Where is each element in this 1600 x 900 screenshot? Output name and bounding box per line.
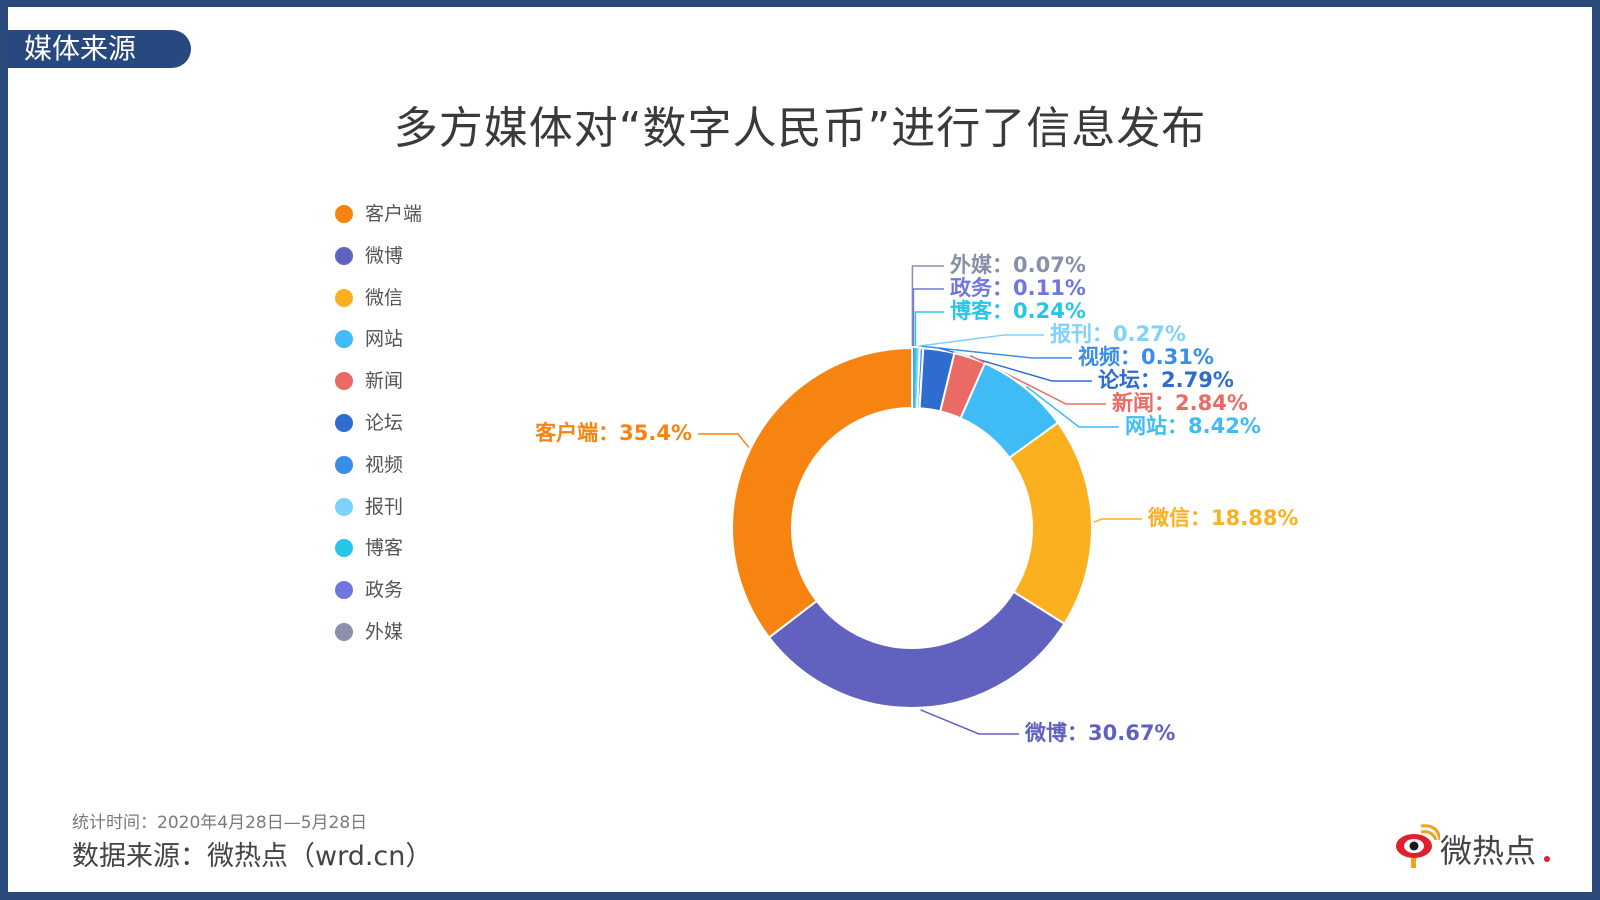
legend-swatch	[335, 497, 353, 516]
stat-time-note: 统计时间：2020年4月28日—5月28日	[72, 813, 368, 833]
leader-line-微博	[920, 709, 1019, 735]
leader-line-微信	[1093, 518, 1142, 523]
chart-title: 多方媒体对“数字人民币”进行了信息发布	[393, 103, 1207, 154]
legend-label: 论坛	[365, 412, 404, 434]
leader-line-报刊	[918, 334, 1044, 347]
leader-line-博客	[914, 311, 944, 347]
data-label-政务: 政务：0.11%	[950, 276, 1086, 300]
data-label-微信: 微信：18.88%	[1147, 506, 1298, 530]
slice-微信[interactable]	[1007, 421, 1093, 626]
legend-label: 客户端	[365, 203, 423, 225]
data-label-视频: 视频：0.31%	[1078, 345, 1214, 369]
slice-微博[interactable]	[767, 590, 1066, 709]
data-label-博客: 博客：0.24%	[950, 299, 1086, 323]
data-label-报刊: 报刊：0.27%	[1050, 322, 1186, 346]
legend-swatch	[335, 414, 353, 432]
legend-swatch	[335, 581, 353, 600]
logo-dot	[1544, 856, 1550, 862]
data-label-论坛: 论坛：2.79%	[1098, 368, 1234, 392]
legend-swatch	[335, 539, 353, 558]
legend-swatch	[335, 330, 353, 349]
legend-label: 微信	[365, 286, 404, 309]
legend-label: 新闻	[365, 370, 404, 393]
legend-swatch	[335, 455, 353, 474]
data-source-note: 数据来源：微热点（wrd.cn）	[72, 841, 433, 872]
data-label-网站: 网站：8.42%	[1125, 414, 1261, 438]
section-tag-label: 媒体来源	[24, 32, 137, 65]
leader-line-政务	[912, 288, 944, 347]
eye-logo-icon	[1396, 824, 1442, 868]
slice-客户端[interactable]	[731, 346, 913, 639]
legend-swatch	[335, 246, 353, 265]
legend-swatch	[335, 288, 353, 307]
legend-label: 外媒	[365, 621, 404, 643]
leader-line-网站	[1026, 386, 1119, 428]
leader-line-外媒	[911, 265, 944, 347]
data-label-微博: 微博：30.67%	[1024, 721, 1175, 745]
leader-line-客户端	[698, 433, 750, 448]
weirediandian-logo: 微热点	[1394, 822, 1564, 870]
legend-label: 报刊	[365, 495, 404, 518]
legend-swatch	[335, 372, 353, 391]
data-label-客户端: 客户端：35.4%	[535, 421, 692, 445]
legend-label: 政务	[365, 579, 404, 602]
legend-label: 微博	[365, 244, 404, 267]
legend-label: 视频	[365, 453, 404, 476]
legend-swatch	[335, 205, 353, 223]
section-tag: 媒体来源	[8, 30, 191, 68]
legend-swatch	[335, 623, 353, 641]
legend-label: 博客	[365, 537, 404, 560]
slice-博客[interactable]	[913, 348, 917, 409]
legend-label: 网站	[365, 328, 404, 351]
leader-line-视频	[921, 345, 1072, 359]
data-label-外媒: 外媒：0.07%	[950, 253, 1086, 277]
logo-text: 微热点	[1440, 832, 1537, 870]
data-label-新闻: 新闻：2.84%	[1112, 391, 1248, 415]
